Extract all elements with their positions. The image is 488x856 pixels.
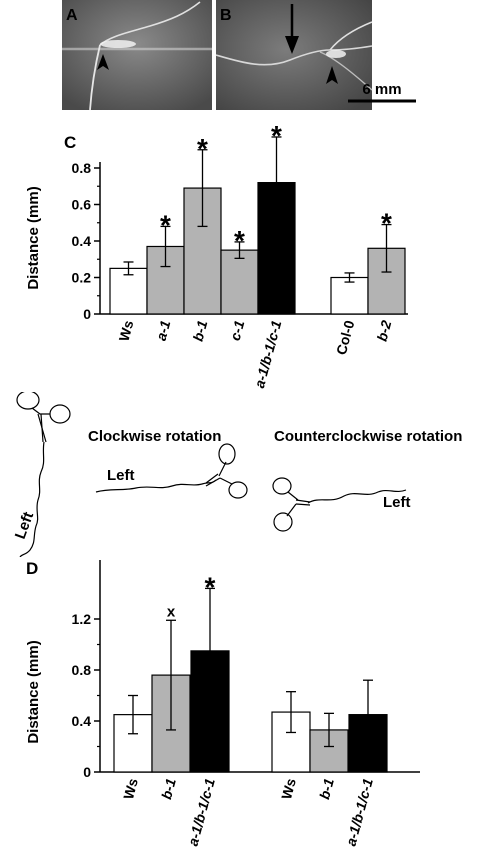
arrowhead-marker-a [97, 54, 109, 70]
bar [220, 249, 259, 315]
x-tick-label: a-1/b-1/c-1 [185, 776, 218, 847]
significance-mark: * [160, 209, 171, 240]
scale-bar-label: 6 mm [362, 81, 401, 98]
chart-d-bars: x* [113, 571, 388, 773]
x-tick-label: a-1/b-1/c-1 [251, 318, 284, 389]
clockwise-left-label: Left [107, 467, 135, 484]
x-tick-label: b-1 [316, 776, 337, 801]
photo-panels: A B 6 mm [0, 0, 488, 112]
chart-d: D Distance (mm) 0 0.4 0.8 1.2 x * Ws b-1 a-1/b… [0, 552, 488, 851]
chart-c-ylabel: Distance (mm) [25, 186, 42, 289]
arrowhead-marker-b [326, 66, 338, 84]
photo-panel-a: A [62, 0, 212, 111]
x-tick-label: a-1 [153, 318, 174, 342]
y-tick-label: 0 [83, 306, 91, 322]
chart-c-x-labels: Ws a-1 b-1 c-1 a-1/b-1/c-1 Col-0 b-2 [116, 318, 395, 389]
clockwise-title: Clockwise rotation [88, 428, 221, 445]
y-tick-label: 0.4 [72, 713, 92, 729]
bar [330, 276, 369, 315]
photo-panel-b: B 6 mm [215, 0, 416, 110]
chart-d-svg: D Distance (mm) 00.40.81.2 x* Ws b-1 a-1/b… [25, 559, 420, 848]
significance-mark: * [271, 120, 282, 151]
counterclockwise-left-label: Left [383, 494, 411, 511]
chart-c: C Distance (mm) 0 0.2 0.4 0.6 0.8 * * * * * Ws a-… [0, 118, 488, 390]
chart-d-x-labels: Ws b-1 a-1/b-1/c-1 Ws b-1 a-1/b-1/c-1 [120, 776, 376, 847]
seedling-clockwise [95, 443, 248, 499]
seedling-counterclockwise [272, 477, 407, 532]
x-tick-label: b-1 [190, 318, 211, 343]
y-tick-label: 0.8 [72, 160, 92, 176]
x-tick-label: b-2 [374, 318, 395, 343]
x-tick-label: b-1 [158, 776, 179, 801]
chart-d-ylabel: Distance (mm) [25, 640, 42, 743]
x-tick-label: Ws [116, 318, 137, 343]
x-tick-label: Col-0 [333, 318, 358, 356]
y-tick-label: 0.6 [72, 197, 92, 213]
significance-mark: * [234, 225, 245, 256]
y-tick-label: 0.4 [72, 233, 92, 249]
significance-mark: x [167, 603, 176, 620]
bar [109, 267, 148, 315]
panel-a-label: A [66, 7, 78, 24]
photo-panels-svg: A B 6 mm [62, 0, 416, 111]
x-tick-label: Ws [120, 776, 141, 801]
y-tick-label: 1.2 [72, 611, 92, 627]
x-tick-label: c-1 [227, 318, 248, 342]
seedling-vertical [16, 390, 71, 558]
significance-mark: * [197, 133, 208, 164]
y-tick-label: 0 [83, 764, 91, 780]
chart-c-svg: C Distance (mm) 0 0.2 0.4 0.6 0.8 * * * * * Ws a-… [25, 120, 408, 390]
x-tick-label: a-1/b-1/c-1 [343, 776, 376, 847]
chart-c-bars: * * * * * [109, 120, 406, 315]
rotation-diagram-svg: Left Clockwise rotation Left Countercloc… [12, 390, 462, 558]
down-arrow-head-icon [285, 36, 299, 54]
panel-c-label: C [64, 133, 76, 152]
rotation-diagram: Left Clockwise rotation Left Countercloc… [0, 390, 488, 558]
counterclockwise-title: Counterclockwise rotation [274, 428, 462, 445]
x-tick-label: Ws [278, 776, 299, 801]
y-tick-label: 0.8 [72, 662, 92, 678]
significance-mark: * [205, 571, 216, 602]
significance-mark: * [381, 208, 392, 239]
panel-d-label: D [26, 559, 38, 578]
y-tick-label: 0.2 [72, 270, 92, 286]
panel-b-label: B [220, 7, 232, 24]
vertical-seedling-label: Left [12, 510, 37, 542]
